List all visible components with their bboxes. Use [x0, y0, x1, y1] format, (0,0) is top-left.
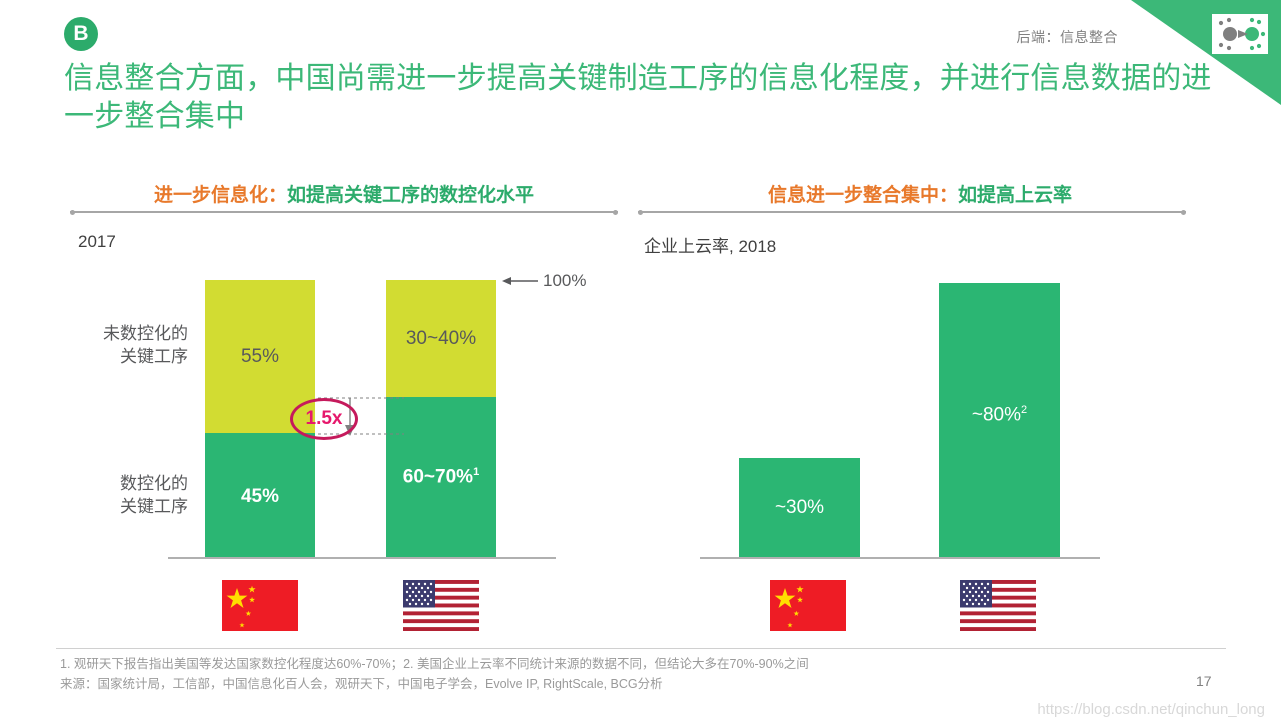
bar-value-china-cloud: ~30% — [774, 497, 825, 518]
page-number: 17 — [1196, 673, 1212, 689]
bar-value-usa-cloud-footnote-marker: 2 — [1021, 404, 1028, 416]
left-panel-rule — [70, 209, 618, 215]
left-panel-axis-caption: 2017 — [78, 232, 116, 251]
section-badge: B — [64, 17, 98, 51]
footnote-line-2: 来源：国家统计局，工信部，中国信息化百人会，观研天下，中国电子学会，Evolve… — [60, 677, 663, 691]
bar-value-usa-digitized-footnote-marker: 1 — [473, 466, 480, 478]
category-label-digitized-line1: 数控化的 — [120, 474, 188, 493]
watermark-url: https://blog.csdn.net/qinchun_long — [1037, 701, 1265, 718]
china-flag-icon-left-chart — [222, 580, 298, 631]
right-panel-rule — [638, 209, 1186, 215]
china-flag-icon-right-chart — [770, 580, 846, 631]
bar-value-usa-cloud: ~80%2 — [939, 404, 1060, 426]
page-title: 信息整合方面，中国尚需进一步提高关键制造工序的信息化程度，并进行信息数据的进一步… — [64, 62, 1212, 134]
footer-divider — [56, 648, 1226, 649]
hundred-percent-arrow-icon — [502, 277, 538, 285]
bar-value-usa-cloud-text: ~80% — [971, 404, 1021, 426]
left-panel-heading-sub: 如提高关键工序的数控化水平 — [287, 185, 535, 206]
category-label-undigitized-line2: 关键工序 — [120, 346, 188, 366]
bar-value-usa-undigitized: 30~40% — [405, 328, 477, 349]
category-label-digitized: 数控化的 关键工序 — [74, 473, 188, 519]
left-panel-heading-accent: 进一步信息化： — [153, 185, 287, 206]
bcg-network-logo — [1212, 14, 1268, 54]
bar-china-digitized — [205, 433, 315, 558]
bar-value-china-digitized: 45% — [240, 486, 280, 507]
bar-value-usa-digitized-text: 60~70% — [402, 466, 474, 488]
bar-usa-undigitized — [386, 280, 496, 397]
right-panel-heading: 信息进一步整合集中：如提高上云率 — [650, 180, 1190, 207]
usa-flag-icon-right-chart — [960, 580, 1036, 632]
category-label-undigitized-line1: 未数控化的 — [103, 324, 188, 343]
bar-china-cloud-adoption — [739, 458, 860, 558]
eyebrow-label: 后端：信息整合 — [1016, 29, 1118, 45]
left-panel-heading: 进一步信息化：如提高关键工序的数控化水平 — [74, 180, 614, 207]
right-chart-baseline — [700, 557, 1100, 559]
ratio-callout-badge: 1.5x — [290, 398, 358, 440]
footnote-line-1: 1. 观研天下报告指出美国等发达国家数控化程度达60%-70%；2. 美国企业上… — [60, 657, 809, 671]
right-panel-axis-caption: 企业上云率, 2018 — [644, 237, 777, 256]
bar-usa-digitized — [386, 397, 496, 558]
right-panel-heading-sub: 如提高上云率 — [958, 185, 1073, 206]
hundred-percent-label: 100% — [543, 271, 587, 290]
category-label-undigitized: 未数控化的 关键工序 — [74, 323, 188, 369]
bar-value-china-undigitized: 55% — [240, 346, 280, 367]
bar-usa-cloud-adoption — [939, 283, 1060, 558]
usa-flag-icon-left-chart — [403, 580, 479, 632]
left-chart-baseline — [168, 557, 556, 559]
bar-value-usa-digitized: 60~70%1 — [380, 466, 502, 488]
category-label-digitized-line2: 关键工序 — [120, 496, 188, 516]
right-panel-heading-accent: 信息进一步整合集中： — [767, 185, 958, 206]
